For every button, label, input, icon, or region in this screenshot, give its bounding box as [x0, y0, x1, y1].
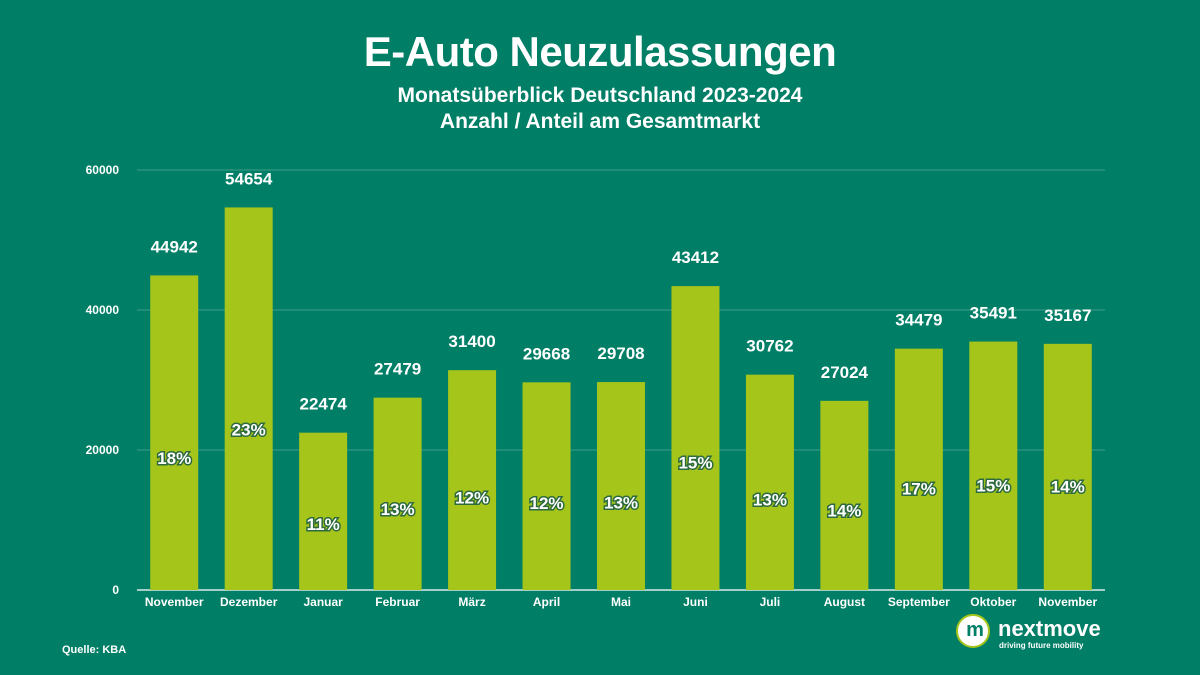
share-label: 17%: [902, 480, 936, 499]
bar: [1043, 343, 1092, 590]
value-label: 54654: [225, 169, 273, 188]
y-tick-label: 20000: [86, 443, 120, 457]
share-label: 14%: [1051, 478, 1085, 497]
value-label: 35491: [970, 304, 1017, 323]
bar: [224, 207, 273, 590]
value-label: 29668: [523, 344, 570, 363]
y-tick-label: 40000: [86, 303, 120, 317]
value-label: 22474: [300, 395, 348, 414]
value-label: 35167: [1044, 306, 1091, 325]
nextmove-logo: m nextmove driving future mobility: [956, 614, 1106, 656]
bar: [150, 275, 199, 590]
bar: [373, 397, 422, 590]
chart-title: E-Auto Neuzulassungen: [363, 28, 837, 75]
share-label: 15%: [678, 453, 712, 472]
x-tick-label: August: [824, 595, 865, 609]
chart-subtitle-2: Anzahl / Anteil am Gesamtmarkt: [439, 110, 761, 133]
y-tick-label: 0: [112, 583, 119, 597]
bar: [522, 382, 571, 590]
x-tick-label: Mai: [611, 595, 631, 609]
y-tick-label: 60000: [86, 163, 120, 177]
share-label: 23%: [232, 420, 266, 439]
x-tick-label: April: [533, 595, 560, 609]
x-tick-label: Juni: [683, 595, 708, 609]
value-label: 31400: [448, 332, 495, 351]
chart-subtitle: Monatsüberblick Deutschland 2023-2024: [397, 84, 803, 107]
value-label: 44942: [151, 237, 198, 256]
x-tick-label: November: [145, 595, 204, 609]
x-tick-label: November: [1038, 595, 1097, 609]
x-tick-label: Februar: [375, 595, 420, 609]
value-label: 30762: [746, 337, 793, 356]
x-tick-label: März: [458, 595, 485, 609]
share-label: 13%: [604, 494, 638, 513]
share-label: 12%: [530, 494, 564, 513]
bar: [820, 400, 869, 590]
x-tick-label: Dezember: [220, 595, 278, 609]
bar: [745, 374, 794, 590]
value-label: 27479: [374, 360, 421, 379]
bar: [448, 370, 497, 590]
x-tick-label: Juli: [760, 595, 781, 609]
share-label: 13%: [753, 491, 787, 510]
share-label: 15%: [976, 477, 1010, 496]
logo-circle-icon: m: [956, 614, 990, 648]
value-label: 27024: [821, 363, 869, 382]
source-note: Quelle: KBA: [62, 644, 127, 656]
share-label: 11%: [307, 515, 340, 534]
share-label: 14%: [827, 502, 861, 521]
bar: [299, 432, 348, 590]
bar: [969, 341, 1018, 590]
logo-tagline: driving future mobility: [999, 641, 1084, 650]
bar: [894, 348, 943, 590]
share-label: 13%: [381, 500, 415, 519]
logo-letter: m: [966, 619, 984, 641]
value-label: 29708: [597, 344, 644, 363]
value-label: 43412: [672, 248, 719, 267]
share-label: 12%: [455, 489, 489, 508]
x-tick-label: Oktober: [970, 595, 1016, 609]
bar: [597, 382, 645, 590]
bar: [671, 286, 720, 590]
value-label: 34479: [895, 311, 942, 330]
logo-name: nextmove: [998, 616, 1101, 641]
x-tick-label: September: [888, 595, 950, 609]
share-label: 18%: [157, 449, 191, 468]
x-tick-label: Januar: [303, 595, 343, 609]
